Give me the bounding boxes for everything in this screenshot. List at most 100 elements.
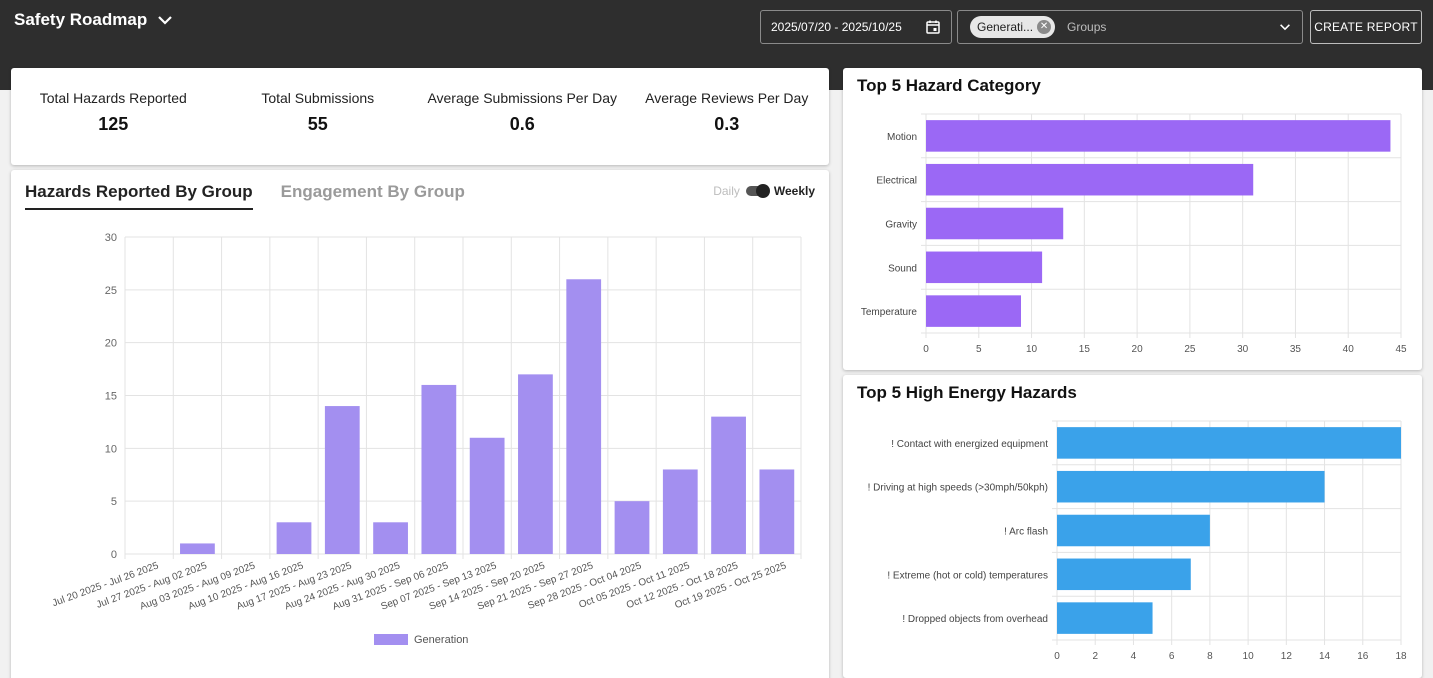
chart-bar — [662, 469, 698, 554]
y-tick-label: ! Dropped objects from overhead — [902, 614, 1048, 625]
x-tick-label: 12 — [1281, 651, 1293, 662]
x-tick-label: 15 — [1079, 344, 1091, 355]
stat-label: Average Reviews Per Day — [645, 90, 809, 106]
chart-bar — [276, 522, 312, 554]
legend-swatch — [374, 634, 408, 645]
chart-bar — [324, 406, 360, 554]
chart-bar — [759, 469, 795, 554]
group-chip[interactable]: Generati... ✕ — [970, 16, 1056, 38]
chart-bar — [926, 163, 1254, 196]
date-range-picker[interactable]: 2025/07/20 - 2025/10/25 — [760, 10, 952, 44]
toggle-weekly-label[interactable]: Weekly — [773, 184, 815, 198]
date-range-value: 2025/07/20 - 2025/10/25 — [771, 20, 902, 34]
chart-bar — [1057, 470, 1325, 503]
x-tick-label: 14 — [1319, 651, 1331, 662]
tab-engagement-by-group[interactable]: Engagement By Group — [280, 182, 465, 201]
x-tick-label: 40 — [1343, 344, 1355, 355]
y-tick-label: ! Driving at high speeds (>30mph/50kph) — [868, 483, 1048, 494]
high-energy-hazards-card: Top 5 High Energy Hazards 0 2 4 6 8 10 12 14 16 1… — [843, 375, 1422, 678]
y-tick-label: 30 — [105, 232, 117, 244]
chart-bar — [926, 251, 1043, 284]
stat-value: 0.6 — [509, 114, 535, 134]
stat-avg-reviews: Average Reviews Per Day 0.3 — [625, 68, 830, 165]
toggle-switch[interactable] — [745, 184, 770, 198]
y-tick-label: 5 — [111, 496, 117, 508]
stat-value: 0.3 — [714, 114, 740, 134]
group-placeholder: Groups — [1067, 20, 1107, 34]
stat-avg-submissions: Average Submissions Per Day 0.6 — [420, 68, 625, 165]
chart-bar — [518, 374, 553, 554]
y-tick-label: ! Arc flash — [1004, 527, 1048, 538]
x-tick-label: 30 — [1237, 344, 1249, 355]
x-tick-label: 5 — [976, 344, 982, 355]
y-tick-label: 15 — [105, 391, 117, 403]
chart-bar — [566, 279, 602, 554]
app-title: Safety Roadmap — [14, 10, 148, 29]
chart-bar — [373, 522, 408, 554]
x-tick-label: 0 — [1054, 651, 1060, 662]
y-tick-label: 10 — [105, 443, 117, 455]
group-chip-label: Generati... — [977, 20, 1034, 34]
stat-label: Average Submissions Per Day — [427, 90, 618, 106]
app-title-dropdown[interactable]: Safety Roadmap — [14, 10, 173, 30]
stat-total-submissions: Total Submissions 55 — [216, 68, 421, 165]
stat-value: 55 — [307, 114, 328, 134]
y-tick-label: Temperature — [861, 307, 918, 318]
top-hazard-category-card: Top 5 Hazard Category 0 5 10 15 20 25 30 35 40 45… — [843, 68, 1422, 370]
group-select[interactable]: Generati... ✕ Groups — [957, 10, 1303, 44]
chart-bar — [1057, 427, 1401, 459]
tab-hazards-reported-by-group[interactable]: Hazards Reported By Group — [25, 182, 253, 210]
chip-remove-icon[interactable]: ✕ — [1037, 20, 1052, 34]
y-tick-label: Electrical — [876, 176, 917, 187]
x-tick-label: 4 — [1131, 651, 1137, 662]
x-tick-label: 0 — [923, 344, 929, 355]
card-title: Top 5 Hazard Category — [857, 76, 1041, 95]
tab-bar: Hazards Reported By Group Engagement By … — [25, 182, 465, 210]
y-tick-label: Gravity — [885, 220, 917, 231]
chart-bar — [1057, 602, 1153, 634]
y-tick-label: Motion — [887, 132, 917, 143]
stat-label: Total Hazards Reported — [39, 90, 187, 106]
x-tick-label: 10 — [1243, 651, 1255, 662]
x-tick-label: 18 — [1395, 651, 1407, 662]
y-tick-label: 0 — [111, 549, 117, 561]
stat-value: 125 — [98, 114, 129, 134]
x-tick-label: 45 — [1395, 344, 1407, 355]
x-tick-label: 35 — [1290, 344, 1302, 355]
y-tick-label: ! Contact with energized equipment — [891, 439, 1048, 450]
y-tick-label: Sound — [888, 263, 917, 274]
card-title: Top 5 High Energy Hazards — [857, 383, 1077, 402]
chevron-down-icon[interactable] — [1278, 20, 1292, 34]
x-tick-label: 20 — [1132, 344, 1144, 355]
chart-bar — [1057, 514, 1210, 547]
create-report-button[interactable]: CREATE REPORT — [1310, 10, 1422, 44]
x-tick-label: 6 — [1169, 651, 1175, 662]
legend-label: Generation — [414, 634, 468, 646]
toggle-knob[interactable] — [755, 184, 770, 198]
stat-total-hazards: Total Hazards Reported 125 — [11, 68, 216, 165]
calendar-icon — [926, 20, 940, 34]
chart-bar — [926, 120, 1391, 152]
chevron-down-icon — [158, 16, 172, 25]
x-tick-label: 25 — [1184, 344, 1196, 355]
y-tick-label: ! Extreme (hot or cold) temperatures — [887, 570, 1048, 581]
x-tick-label: 10 — [1026, 344, 1038, 355]
chart-bar — [180, 543, 215, 554]
y-tick-label: 20 — [105, 338, 117, 350]
chart-bar — [421, 384, 457, 554]
high-energy-hazards-chart: 0 2 4 6 8 10 12 14 16 18 ! Contact with energized … — [868, 420, 1407, 662]
y-tick-label: 25 — [105, 285, 117, 297]
daily-weekly-toggle[interactable]: Daily Weekly — [713, 184, 815, 198]
toggle-daily-label[interactable]: Daily — [713, 184, 740, 198]
stats-card: Total Hazards Reported 125 Total Submiss… — [11, 68, 829, 165]
chart-bar — [469, 437, 505, 554]
chart-bar — [926, 207, 1064, 240]
hazards-by-group-card: Hazards Reported By Group Engagement By … — [11, 170, 829, 678]
x-tick-label: 8 — [1207, 651, 1213, 662]
hazard-category-chart: 0 5 10 15 20 25 30 35 40 45 Motion Electrical Gravit… — [861, 113, 1407, 355]
chart-bar — [1057, 558, 1191, 591]
stat-label: Total Submissions — [261, 90, 375, 106]
chart-bar — [711, 416, 746, 554]
chart-bar — [926, 295, 1021, 327]
